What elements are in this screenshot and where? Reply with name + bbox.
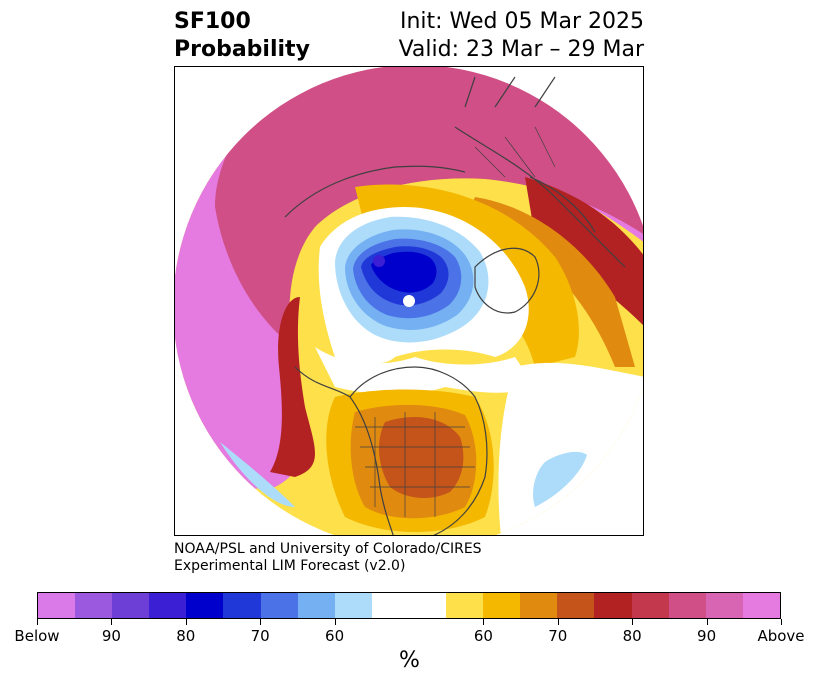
colorbar-segment [557, 593, 595, 618]
coast-north-america-east [349, 366, 488, 535]
colorbar-tick-label: 80 [622, 627, 642, 645]
border-us-states [355, 426, 475, 488]
colorbar-segment [223, 593, 261, 618]
colorbar-tick [260, 619, 262, 625]
north-pole-dot [403, 295, 415, 307]
forecast-dates: Init: Wed 05 Mar 2025 Valid: 23 Mar – 29… [399, 8, 644, 64]
colorbar-tick-label: 90 [697, 627, 717, 645]
border-us-meridians [374, 412, 436, 517]
colorbar-tick [632, 619, 634, 625]
colorbar-tick-label: 70 [250, 627, 270, 645]
field-warm-band-west [270, 297, 315, 477]
probability-field [175, 67, 643, 535]
colorbar-segment [742, 593, 780, 618]
colorbar-tick [111, 619, 113, 625]
colorbar-tick [706, 619, 708, 625]
borders [355, 126, 556, 517]
colorbar-segment [371, 593, 409, 618]
init-date: Init: Wed 05 Mar 2025 [399, 9, 644, 34]
coast-greenland [474, 247, 540, 314]
colorbar [37, 592, 781, 619]
colorbar-segment [112, 593, 150, 618]
field-cold-5 [371, 251, 437, 293]
colorbar-ticks: Below 90 80 70 60 60 70 80 90 Above [0, 619, 819, 649]
colorbar-segment [334, 593, 372, 618]
title-line-1: SF100 [174, 9, 251, 34]
colorbar-tick-label: 70 [548, 627, 568, 645]
border-eurasia [474, 126, 556, 178]
coast-siberia [284, 165, 466, 218]
colorbar-tick [557, 619, 559, 625]
coast-eurasia-north [454, 126, 626, 268]
credit: NOAA/PSL and University of Colorado/CIRE… [174, 541, 482, 575]
colorbar-segment [705, 593, 743, 618]
credit-line-1: NOAA/PSL and University of Colorado/CIRE… [174, 541, 482, 557]
credit-line-2: Experimental LIM Forecast (v2.0) [174, 558, 406, 574]
title-line-2: Probability [174, 37, 310, 62]
colorbar-segment [75, 593, 113, 618]
colorbar-segment [520, 593, 558, 618]
map-title: SF100 Probability [174, 8, 310, 64]
colorbar-tick-label: 60 [473, 627, 493, 645]
colorbar-segment [668, 593, 706, 618]
colorbar-segment [446, 593, 484, 618]
field-above-low [525, 177, 643, 327]
valid-range: Valid: 23 Mar – 29 Mar [398, 37, 644, 62]
colorbar-segment [38, 593, 76, 618]
colorbar-tick-label: 90 [101, 627, 121, 645]
colorbar-segment [260, 593, 298, 618]
colorbar-segment [483, 593, 521, 618]
colorbar-tick-label: Above [757, 627, 805, 645]
field-above-mid [215, 67, 643, 347]
coastlines [284, 76, 626, 535]
colorbar-tick [483, 619, 485, 625]
colorbar-tick [37, 619, 38, 625]
colorbar-tick-label: 60 [325, 627, 345, 645]
field-cold-atlantic [533, 451, 587, 507]
field-cold-pacific [220, 442, 295, 507]
coast-north-america-west [294, 366, 394, 535]
colorbar-segment [408, 593, 447, 618]
colorbar-tick-label: 80 [176, 627, 196, 645]
colorbar-tick [185, 619, 187, 625]
coast-scandinavia [529, 176, 596, 233]
colorbar-segment [631, 593, 669, 618]
colorbar-tick-label: Below [14, 627, 60, 645]
colorbar-segment [594, 593, 632, 618]
colorbar-tick [781, 619, 782, 625]
colorbar-segment [297, 593, 335, 618]
probability-map [174, 66, 644, 536]
colorbar-unit: % [399, 648, 420, 673]
coast-africa-hint [464, 76, 556, 108]
colorbar-segment [186, 593, 224, 618]
colorbar-tick [334, 619, 336, 625]
field-neutral-atlantic [498, 362, 643, 535]
map-canvas [175, 67, 643, 535]
field-cold-core [373, 255, 385, 267]
field-warm-na-3 [378, 417, 464, 499]
colorbar-segment [149, 593, 187, 618]
field-neutral-band [315, 347, 535, 395]
